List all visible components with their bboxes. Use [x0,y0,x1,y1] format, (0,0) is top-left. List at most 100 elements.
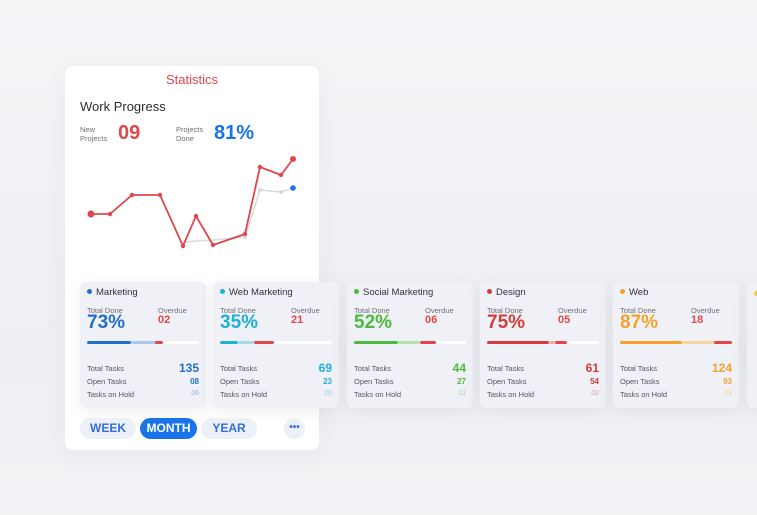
tasks-on-hold-label: Tasks on Hold [87,390,135,399]
overdue-label: Overdue [558,306,587,315]
card-design[interactable]: Design Total Done Overdue 75% 05 Total T… [480,282,606,408]
total-tasks-value: 69 [318,361,332,375]
tasks-on-hold-value: 11 [458,390,466,397]
overdue-value: 02 [158,314,171,326]
chart-point-gray [279,190,283,194]
total-done-value: 52% [354,312,393,333]
total-done-value: 35% [220,312,259,333]
open-tasks-label: Open Tasks [620,377,660,386]
open-tasks-value: 93 [723,377,732,386]
open-tasks-label: Open Tasks [87,377,127,386]
progress-secondary [549,341,555,344]
progress-overdue [714,341,732,344]
chart-points-red [87,156,296,249]
chart-series-red [91,158,294,249]
chart-point-red [157,192,163,198]
progress-overdue [555,341,567,344]
total-done-label: Total Done [220,306,256,315]
chart-point-red [87,210,95,218]
progress-secondary [398,341,420,344]
total-tasks-label: Total Tasks [220,364,257,373]
total-tasks-value: 124 [711,361,732,375]
progress-bar [354,341,466,344]
total-tasks-value: 44 [452,361,466,375]
category-dot-icon [487,289,492,294]
chart-points-gray [243,188,283,239]
tasks-on-hold-value: 02 [591,390,599,397]
card-web-marketing[interactable]: Web Marketing Total Done Overdue 35% 21 … [213,282,339,408]
card-header: Design [487,287,526,298]
overdue-value: 06 [425,314,438,326]
chart-point-red [242,231,248,237]
progress-overdue [254,341,274,344]
week-button[interactable]: WEEK [80,418,136,439]
chart-point-red [278,172,284,178]
year-button[interactable]: YEAR [201,418,257,439]
total-tasks-label: Total Tasks [620,364,657,373]
progress-fill [220,341,238,344]
more-options-button[interactable]: ••• [284,418,305,439]
tasks-on-hold-label: Tasks on Hold [487,390,535,399]
overdue-label: Overdue [691,306,720,315]
card-marketing[interactable]: Marketing Total Done Overdue 73% 02 Tota… [80,282,206,408]
total-tasks-label: Total Tasks [87,364,124,373]
total-tasks-value: 61 [585,361,599,375]
category-dot-icon [620,289,625,294]
chart-point-red [129,192,135,198]
chart-point-red [107,211,113,217]
progress-overdue [155,341,163,344]
total-done-label: Total Done [620,306,656,315]
total-done-value: 87% [620,312,659,333]
card-title: Marketing [96,287,138,298]
projects-done-label: Projects Done [176,125,204,143]
panel-title: Statistics [165,72,218,87]
card-web[interactable]: Web Total Done Overdue 87% 18 Total Task… [613,282,739,408]
more-dots-icon: ••• [289,422,300,433]
category-dot-icon [87,289,92,294]
card-header: Social Marketing [354,287,433,298]
new-projects-value: 09 [118,122,141,144]
category-dot-icon [754,291,757,296]
new-projects-label: New Projects [80,125,108,143]
total-done-value: 75% [487,312,526,333]
tasks-on-hold-label: Tasks on Hold [220,390,268,399]
tasks-on-hold-value: 23 [724,390,732,397]
progress-bar [620,341,732,344]
open-tasks-value: 54 [590,377,599,386]
chart-point-red [180,243,186,249]
tasks-on-hold-value: 06 [191,390,199,397]
work-progress-title: Work Progress [80,99,166,114]
card-header: Marketing [87,287,138,298]
tasks-on-hold-label: Tasks on Hold [354,390,402,399]
overdue-label: Overdue [158,306,187,315]
chart-point-red [193,213,199,219]
work-progress-chart [87,156,296,249]
total-tasks-label: Total Tasks [354,364,391,373]
open-tasks-value: 08 [190,377,199,386]
chart-point-gray [243,235,247,239]
total-tasks-label: Total Tasks [487,364,524,373]
progress-secondary [238,341,254,344]
open-tasks-value: 27 [457,377,466,386]
card-social-marketing[interactable]: Social Marketing Total Done Overdue 52% … [347,282,473,408]
overdue-value: 21 [291,314,304,326]
total-tasks-value: 135 [178,361,199,375]
projects-done-value: 81% [214,122,255,144]
card-partial[interactable] [747,282,757,408]
chart-point-red [210,242,216,248]
chart-point-red [257,164,263,170]
tasks-on-hold-label: Tasks on Hold [620,390,668,399]
open-tasks-label: Open Tasks [354,377,394,386]
chart-point-blue [290,185,296,191]
overdue-value: 05 [558,314,571,326]
open-tasks-label: Open Tasks [487,377,527,386]
tasks-on-hold-value: 20 [324,390,332,397]
open-tasks-label: Open Tasks [220,377,260,386]
chart-series-gray [182,187,294,243]
open-tasks-value: 23 [323,377,332,386]
total-done-value: 73% [87,312,126,333]
progress-secondary [131,341,157,344]
total-done-label: Total Done [354,306,390,315]
month-button[interactable]: MONTH [140,418,197,439]
progress-overdue [420,341,436,344]
